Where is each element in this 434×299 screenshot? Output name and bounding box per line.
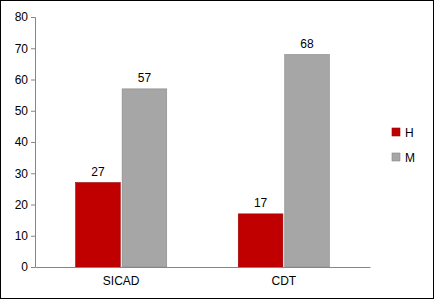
y-tick-label: 60 (15, 73, 29, 87)
frame (1, 1, 434, 299)
y-tick-mark (31, 205, 35, 206)
y-tick-mark (31, 48, 35, 49)
y-tick-label: 50 (15, 104, 29, 118)
y-tick: 40 (15, 135, 35, 149)
bar (238, 214, 283, 267)
data-labels: 27 17 57 68 (91, 37, 314, 210)
y-tick-label: 20 (15, 198, 29, 212)
legend: HM (392, 126, 415, 165)
data-label: 57 (138, 71, 152, 85)
bar (285, 55, 330, 268)
y-tick: 10 (15, 229, 35, 243)
y-tick-mark (31, 17, 35, 18)
legend-swatch (392, 128, 400, 136)
y-tick-mark (31, 142, 35, 143)
y-tick: 80 (15, 10, 35, 24)
legend-label: M (405, 151, 415, 165)
legend-swatch (392, 153, 400, 161)
y-tick-label: 70 (15, 42, 29, 56)
y-tick-label: 0 (21, 260, 28, 274)
y-tick: 20 (15, 198, 35, 212)
x-tick: SICAD (103, 267, 140, 288)
x-axis-line (36, 267, 371, 268)
y-tick-mark (31, 111, 35, 112)
y-tick-label: 40 (15, 135, 29, 149)
y-tick-mark (31, 80, 35, 81)
y-tick-label: 10 (15, 229, 29, 243)
data-label: 68 (300, 37, 314, 51)
y-tick: 50 (15, 104, 35, 118)
bars (76, 55, 330, 268)
y-axis-line (31, 18, 36, 268)
plot: 0 10 20 30 40 50 60 70 80 SICAD CDT 27 17 57 68 (15, 10, 371, 287)
data-label: 17 (254, 196, 268, 210)
bar (122, 89, 167, 267)
y-tick-label: 80 (15, 10, 29, 24)
legend-item: H (392, 126, 414, 140)
y-tick-label: 30 (15, 167, 29, 181)
x-tick: CDT (271, 267, 296, 288)
y-axis: 0 10 20 30 40 50 60 70 80 (15, 10, 36, 274)
x-tick-label: CDT (271, 274, 296, 288)
y-tick: 0 (21, 260, 35, 274)
legend-label: H (405, 126, 414, 140)
chart: 0 10 20 30 40 50 60 70 80 SICAD CDT 27 17 57 68 HM (0, 0, 434, 299)
bar (76, 183, 121, 267)
y-tick: 30 (15, 167, 35, 181)
y-tick: 60 (15, 73, 35, 87)
legend-item: M (392, 151, 415, 165)
y-tick-mark (31, 173, 35, 174)
y-tick-mark (31, 267, 35, 268)
y-tick-mark (31, 236, 35, 237)
data-label: 27 (91, 165, 105, 179)
x-axis: SICAD CDT (36, 267, 371, 288)
x-tick-label: SICAD (103, 274, 140, 288)
y-tick: 70 (15, 42, 35, 56)
